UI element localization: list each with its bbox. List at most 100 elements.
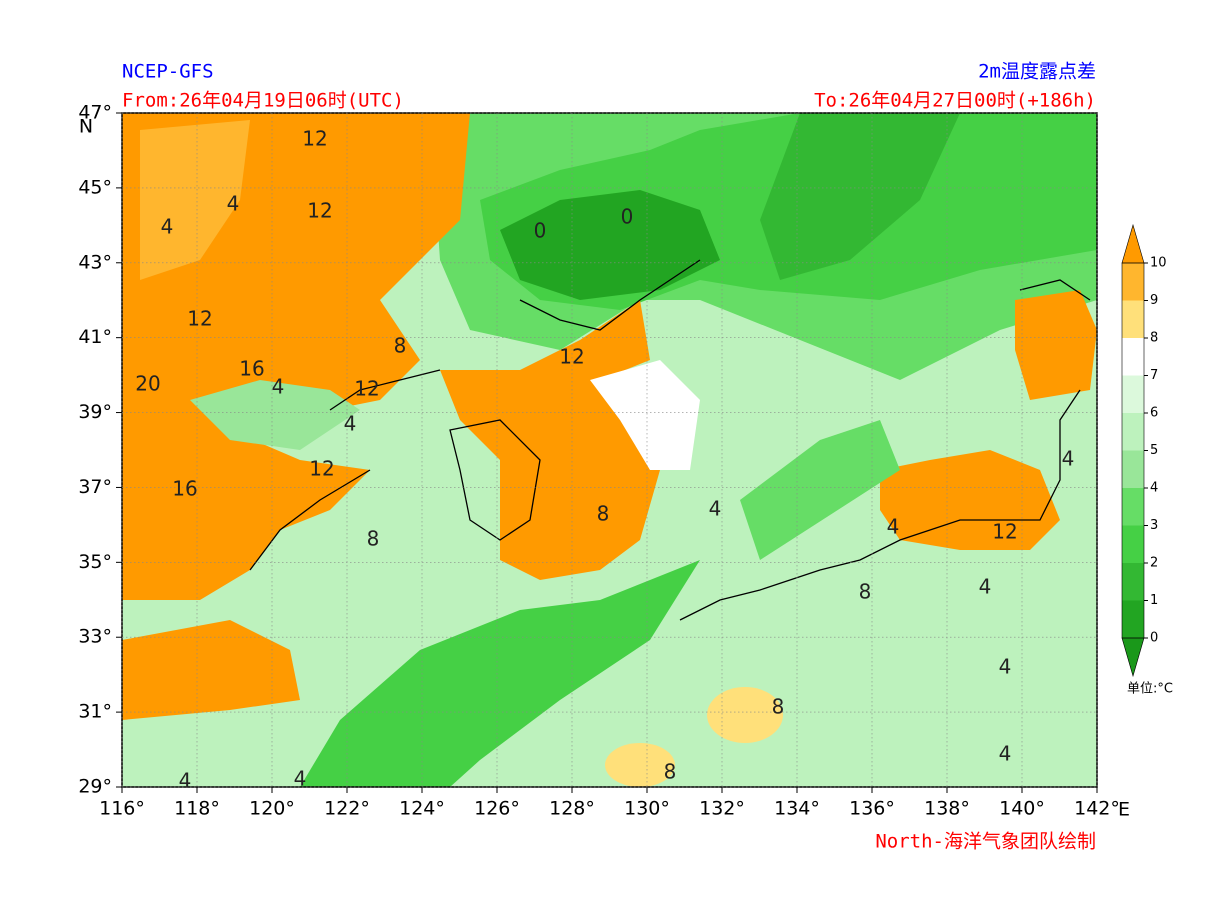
colorbar-tick-label: 1 bbox=[1150, 593, 1158, 608]
variable-title: 2m温度露点差 bbox=[978, 61, 1096, 83]
field-yellow-patch bbox=[605, 743, 675, 787]
contour-label: 8 bbox=[664, 760, 677, 784]
lon-tick-label: 118° bbox=[174, 798, 220, 820]
field-orange-south bbox=[122, 620, 300, 720]
lat-tick-label: 33° bbox=[78, 626, 112, 648]
colorbar-over bbox=[1121, 223, 1145, 264]
colorbar-tick-label: 7 bbox=[1150, 368, 1158, 383]
lat-tick-label: 45° bbox=[78, 176, 112, 198]
lon-tick-label: 116° bbox=[99, 798, 145, 820]
colorbar-tick-label: 3 bbox=[1150, 518, 1158, 533]
lat-unit: N bbox=[79, 116, 93, 138]
contour-label: 4 bbox=[179, 769, 192, 793]
contour-label: 4 bbox=[272, 375, 285, 399]
contour-label: 12 bbox=[302, 127, 327, 151]
contour-label: 8 bbox=[597, 502, 610, 526]
colorbar-box bbox=[1122, 450, 1144, 488]
contour-label: 4 bbox=[887, 515, 900, 539]
lon-tick-label: 120° bbox=[249, 798, 295, 820]
contour-label: 4 bbox=[999, 655, 1012, 679]
lat-tick-label: 39° bbox=[78, 401, 112, 423]
contour-label: 12 bbox=[992, 520, 1017, 544]
contour-label: 12 bbox=[307, 199, 332, 223]
contour-label: 12 bbox=[187, 307, 212, 331]
field-green-sea bbox=[740, 420, 900, 560]
field-orange-hokkaido bbox=[1015, 290, 1097, 400]
colorbar-unit: 单位:°C bbox=[1127, 682, 1173, 697]
contour-label: 16 bbox=[172, 477, 197, 501]
coastline bbox=[249, 259, 1091, 621]
lat-tick-label: 47° bbox=[78, 102, 112, 124]
colorbar-box bbox=[1122, 300, 1144, 338]
colorbar-box bbox=[1122, 413, 1144, 451]
contour-label: 0 bbox=[621, 205, 634, 229]
lat-tick-label: 43° bbox=[78, 251, 112, 273]
contour-label: 4 bbox=[709, 497, 722, 521]
lat-tick-label: 35° bbox=[78, 551, 112, 573]
contour-label: 12 bbox=[354, 377, 379, 401]
credit: North-海洋气象团队绘制 bbox=[875, 831, 1096, 853]
lat-tick-label: 37° bbox=[78, 476, 112, 498]
lat-tick-label: 41° bbox=[78, 326, 112, 348]
colorbar-tick-label: 4 bbox=[1150, 481, 1158, 496]
lon-unit: E bbox=[1118, 799, 1130, 821]
colorbar-tick-label: 6 bbox=[1150, 406, 1158, 421]
colorbar-under bbox=[1121, 637, 1145, 678]
source-label: NCEP-GFS bbox=[122, 61, 214, 83]
lon-tick-label: 142° bbox=[1074, 798, 1120, 820]
contour-label: 16 bbox=[239, 357, 264, 381]
contour-label: 4 bbox=[294, 767, 307, 791]
to-time: To:26年04月27日00时(+186h) bbox=[814, 90, 1096, 112]
contour-label: 12 bbox=[309, 457, 334, 481]
contour-label: 20 bbox=[135, 372, 160, 396]
from-time: From:26年04月19日06时(UTC) bbox=[122, 90, 404, 112]
colorbar-tick-label: 0 bbox=[1150, 631, 1158, 646]
contour-label: 12 bbox=[559, 345, 584, 369]
contour-label: 4 bbox=[999, 742, 1012, 766]
map-field bbox=[122, 113, 1097, 787]
colorbar-tick-label: 5 bbox=[1150, 443, 1158, 458]
contour-label: 4 bbox=[161, 215, 174, 239]
contour-label: 4 bbox=[979, 575, 992, 599]
colorbar-box bbox=[1122, 338, 1144, 376]
contour-label: 4 bbox=[344, 412, 357, 436]
contour-label: 8 bbox=[394, 334, 407, 358]
lon-tick-label: 128° bbox=[549, 798, 595, 820]
colorbar-box bbox=[1122, 600, 1144, 638]
lon-tick-label: 126° bbox=[474, 798, 520, 820]
colorbar-tick-label: 9 bbox=[1150, 293, 1158, 308]
field-bohai bbox=[190, 380, 360, 450]
colorbar-tick-label: 2 bbox=[1150, 556, 1158, 571]
field-orange-korea bbox=[440, 300, 660, 580]
lat-tick-label: 31° bbox=[78, 701, 112, 723]
lon-tick-label: 122° bbox=[324, 798, 370, 820]
contour-label: 4 bbox=[1062, 447, 1075, 471]
contour-label: 8 bbox=[859, 580, 872, 604]
colorbar-box bbox=[1122, 488, 1144, 526]
field-green-darkest bbox=[500, 190, 720, 300]
colorbar-box bbox=[1122, 525, 1144, 563]
field-green-ne bbox=[760, 113, 960, 280]
field-green-south bbox=[300, 560, 700, 787]
field-orange-light bbox=[140, 120, 250, 280]
contour-label: 8 bbox=[367, 527, 380, 551]
lon-tick-label: 138° bbox=[924, 798, 970, 820]
colorbar-box bbox=[1122, 375, 1144, 413]
field-orange-japan bbox=[880, 450, 1060, 550]
colorbar-tick-label: 8 bbox=[1150, 331, 1158, 346]
lon-tick-label: 130° bbox=[624, 798, 670, 820]
field-white bbox=[590, 360, 700, 470]
lon-tick-label: 132° bbox=[699, 798, 745, 820]
lon-tick-label: 136° bbox=[849, 798, 895, 820]
contour-label: 8 bbox=[772, 695, 785, 719]
contour-label: 0 bbox=[534, 219, 547, 243]
contour-label: 4 bbox=[227, 192, 240, 216]
lat-tick-label: 29° bbox=[78, 776, 112, 798]
colorbar-box bbox=[1122, 563, 1144, 601]
lon-tick-label: 124° bbox=[399, 798, 445, 820]
lon-tick-label: 140° bbox=[999, 798, 1045, 820]
colorbar-tick-label: 10 bbox=[1150, 256, 1167, 271]
colorbar-box bbox=[1122, 263, 1144, 301]
